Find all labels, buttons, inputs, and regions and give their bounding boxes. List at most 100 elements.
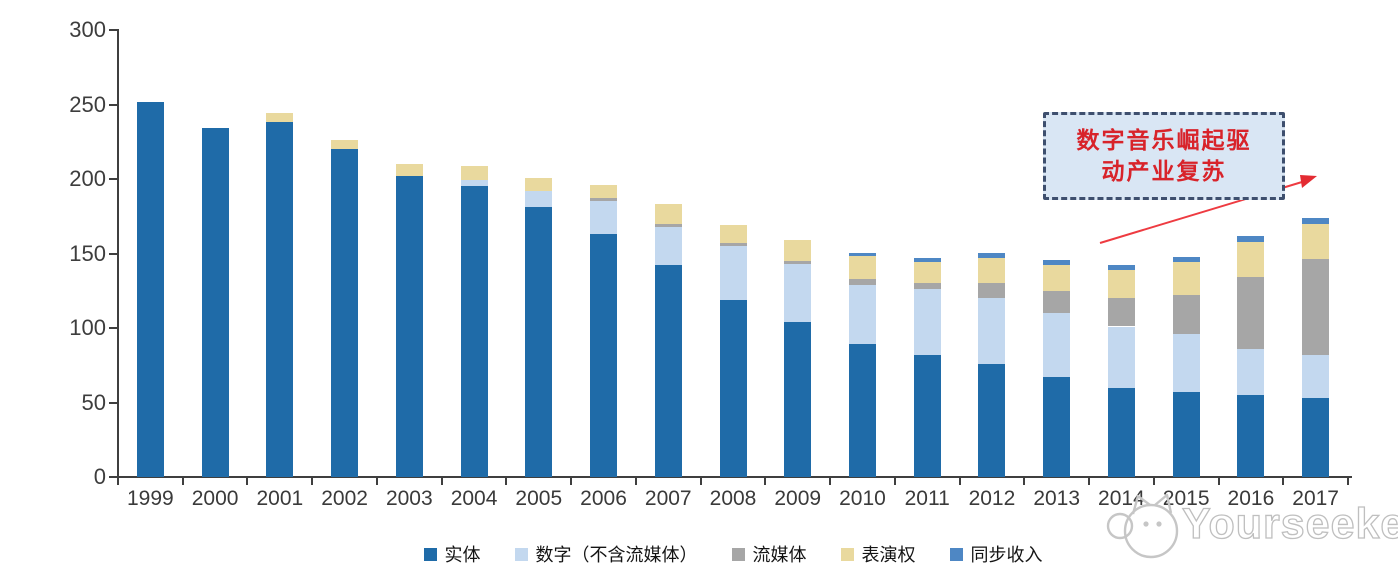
legend-swatch-icon [423, 547, 437, 561]
x-axis-tick [764, 477, 767, 485]
x-axis-tick [246, 477, 249, 485]
bar-segment-流媒体-2015 [1172, 295, 1200, 334]
x-axis-line [110, 476, 1352, 478]
y-axis-tick-label: 150 [69, 240, 106, 266]
bar-segment-表演权-2013 [1043, 265, 1071, 291]
x-axis-tick [440, 477, 443, 485]
x-axis-label-2004: 2004 [450, 487, 498, 510]
bar-segment-表演权-2004 [460, 165, 488, 181]
bar-segment-数字（不含流媒体）-2015 [1172, 333, 1200, 393]
bar-segment-流媒体-2012 [978, 283, 1006, 299]
legend-item-流媒体: 流媒体 [731, 541, 807, 567]
legend-swatch-icon [949, 547, 963, 561]
bar-segment-表演权-2002 [331, 140, 359, 150]
x-axis-label-2000: 2000 [191, 487, 239, 510]
bar-segment-实体-2002 [331, 149, 359, 477]
x-axis-label-1999: 1999 [127, 487, 174, 510]
y-axis-tick-label: 100 [69, 315, 106, 340]
bar-segment-表演权-2009 [784, 240, 812, 261]
x-axis-tick [311, 477, 314, 485]
x-axis-tick [634, 477, 637, 485]
bar-segment-表演权-2001 [266, 113, 294, 123]
x-axis-tick [1023, 477, 1026, 485]
bar-segment-实体-2008 [719, 299, 747, 477]
bar-segment-实体-2004 [460, 186, 488, 477]
x-axis-tick [1217, 477, 1220, 485]
x-axis-label-2016: 2016 [1227, 487, 1275, 510]
bar-segment-流媒体-2014 [1107, 298, 1135, 327]
bar-segment-表演权-2008 [719, 225, 747, 244]
bar-segment-数字（不含流媒体）-2014 [1107, 326, 1135, 388]
bar-segment-实体-2011 [913, 354, 941, 477]
x-axis-tick [1088, 477, 1091, 485]
x-axis-tick [958, 477, 961, 485]
y-axis-tick [109, 103, 118, 106]
x-axis-label-2014: 2014 [1098, 487, 1145, 510]
x-axis-tick [829, 477, 832, 485]
bar-segment-数字（不含流媒体）-2017 [1302, 354, 1330, 399]
x-axis-tick [1347, 477, 1349, 485]
y-axis-tick [109, 401, 118, 404]
legend-label: 同步收入 [970, 545, 1043, 565]
bar-segment-表演权-2017 [1302, 223, 1330, 260]
x-axis-label-2002: 2002 [321, 487, 368, 510]
bar-segment-实体-2001 [266, 122, 294, 477]
bar-segment-实体-2000 [201, 128, 229, 477]
chart-legend: 实体 数字（不含流媒体） 流媒体 表演权 同步收入 [118, 541, 1348, 567]
annotation-callout: 数字音乐崛起驱 动产业复苏 [1043, 112, 1285, 200]
bar-segment-数字（不含流媒体）-2012 [978, 298, 1006, 364]
legend-swatch-icon [840, 547, 854, 561]
bar-segment-同步收入-2013 [1043, 260, 1071, 266]
bar-segment-表演权-2005 [525, 177, 553, 191]
bar-segment-实体-2003 [395, 176, 423, 477]
x-axis-label-2008: 2008 [709, 487, 757, 510]
bar-segment-同步收入-2017 [1302, 218, 1330, 224]
bar-segment-流媒体-2007 [654, 223, 682, 227]
x-axis-label-2012: 2012 [968, 487, 1016, 510]
x-axis-tick [893, 477, 896, 485]
bar-segment-实体-2009 [784, 322, 812, 477]
bar-segment-流媒体-2016 [1237, 277, 1265, 349]
x-axis-tick [1282, 477, 1285, 485]
x-axis-label-2007: 2007 [644, 487, 692, 510]
x-axis-label-2013: 2013 [1033, 487, 1081, 510]
x-axis-tick [375, 477, 378, 485]
bar-segment-数字（不含流媒体）-2016 [1237, 348, 1265, 396]
x-axis-tick [570, 477, 573, 485]
bar-segment-数字（不含流媒体）-2007 [654, 226, 682, 266]
y-axis-tick [109, 327, 118, 329]
x-axis-label-2011: 2011 [904, 487, 950, 510]
y-axis-tick [109, 29, 118, 31]
bar-segment-实体-2015 [1172, 392, 1200, 477]
bar-segment-同步收入-2011 [913, 257, 941, 263]
bar-segment-实体-2014 [1107, 387, 1135, 477]
bar-segment-实体-2007 [654, 265, 682, 477]
bar-segment-表演权-2014 [1107, 269, 1135, 299]
x-axis-label-2010: 2010 [839, 487, 886, 510]
bar-segment-表演权-2016 [1237, 241, 1265, 278]
legend-item-同步收入: 同步收入 [949, 541, 1043, 567]
y-axis-tick-label: 0 [93, 464, 106, 489]
bar-segment-数字（不含流媒体）-2009 [784, 263, 812, 323]
bar-segment-流媒体-2006 [590, 198, 618, 202]
annotation-line-1: 数字音乐崛起驱 [1076, 127, 1252, 153]
bar-segment-数字（不含流媒体）-2013 [1043, 313, 1071, 378]
bar-segment-同步收入-2016 [1237, 235, 1265, 242]
bar-segment-表演权-2003 [395, 164, 423, 176]
bar-segment-实体-2017 [1302, 398, 1330, 477]
bar-segment-实体-2013 [1043, 377, 1071, 477]
legend-item-数字（不含流媒体）: 数字（不含流媒体） [514, 541, 698, 567]
y-axis-tick-label: 200 [69, 166, 106, 191]
x-axis-label-2017: 2017 [1292, 487, 1339, 510]
bar-segment-流媒体-2011 [913, 283, 941, 290]
bar-segment-表演权-2012 [978, 257, 1006, 284]
legend-label: 数字（不含流媒体） [535, 545, 698, 565]
y-axis-tick [109, 178, 118, 180]
y-axis-tick [109, 252, 118, 255]
bar-segment-同步收入-2014 [1107, 265, 1135, 270]
bar-segment-表演权-2011 [913, 262, 941, 284]
legend-label: 实体 [444, 545, 481, 565]
x-axis-tick [117, 477, 119, 485]
legend-label: 表演权 [861, 545, 916, 565]
